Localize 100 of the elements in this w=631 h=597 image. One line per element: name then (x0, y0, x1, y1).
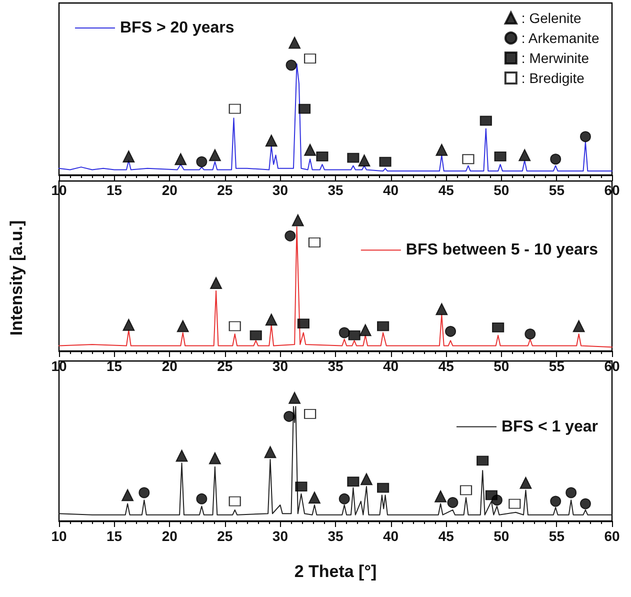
point (284, 410, 295, 422)
x-tick-label: 45 (438, 528, 454, 544)
point (360, 473, 372, 486)
point (288, 36, 301, 49)
x-tick-label: 25 (217, 358, 233, 374)
x-tick-label: 30 (272, 358, 288, 374)
point (476, 456, 489, 466)
point (316, 151, 328, 162)
point (292, 214, 304, 226)
x-tick-label: 25 (217, 182, 233, 198)
point (250, 330, 262, 340)
point (379, 156, 392, 167)
point (208, 149, 221, 162)
point (298, 104, 311, 114)
x-tick-label: 45 (438, 358, 454, 374)
point (572, 320, 585, 332)
x-tick-label: 15 (106, 358, 122, 374)
point (122, 489, 134, 502)
x-tick-label: 35 (328, 182, 344, 198)
x-tick-label: 50 (494, 182, 510, 198)
x-tick-label: 30 (272, 182, 288, 198)
point (445, 326, 456, 337)
point (304, 144, 316, 156)
point (288, 392, 301, 404)
legend-label: : Merwinite (521, 50, 590, 66)
point (122, 318, 135, 331)
point (304, 408, 316, 419)
point (524, 328, 536, 340)
point (550, 154, 562, 165)
point (580, 131, 591, 142)
point (228, 496, 241, 506)
x-tick-label: 35 (328, 358, 344, 374)
x-tick-label: 15 (106, 182, 122, 198)
point (434, 490, 447, 502)
point (359, 324, 372, 336)
point (286, 60, 297, 71)
y-axis-title: Intensity [a.u.] (7, 220, 26, 336)
point (304, 54, 316, 64)
x-tick-label: 20 (162, 182, 178, 198)
point (228, 321, 241, 332)
x-tick-label: 10 (51, 528, 67, 544)
point (210, 277, 222, 289)
point (436, 144, 448, 156)
point (196, 156, 208, 168)
point (492, 322, 504, 332)
x-tick-label: 55 (548, 182, 565, 198)
x-tick-label: 20 (162, 358, 178, 374)
point (358, 154, 370, 166)
point (228, 104, 241, 114)
point (377, 482, 390, 493)
point (297, 318, 310, 329)
point (460, 485, 472, 496)
x-tick-label: 15 (106, 528, 122, 544)
legend-label: BFS between 5 - 10 years (406, 242, 598, 259)
x-tick-label: 20 (162, 528, 178, 544)
x-tick-label: 55 (548, 358, 565, 374)
legend-label: BFS > 20 years (120, 20, 234, 36)
point (338, 327, 350, 338)
point (264, 446, 276, 458)
point (174, 153, 187, 166)
x-tick-label: 30 (272, 528, 288, 544)
point (462, 154, 474, 164)
point (566, 487, 577, 498)
legend-label: BFS < 1 year (502, 418, 598, 436)
point (308, 237, 320, 248)
point (447, 497, 458, 508)
point (196, 493, 208, 504)
point (377, 321, 390, 332)
point (265, 134, 278, 147)
x-tick-label: 40 (383, 528, 399, 544)
point (580, 498, 591, 510)
legend-label: : Bredigite (521, 70, 585, 86)
point (138, 487, 150, 498)
point (520, 476, 532, 489)
point (436, 303, 448, 316)
point (550, 496, 562, 507)
point (176, 320, 189, 332)
x-axis-title: 2 Theta [°] (294, 562, 377, 581)
x-tick-label: 60 (604, 528, 620, 544)
point (347, 152, 360, 163)
point (308, 492, 320, 504)
x-tick-label: 35 (328, 528, 344, 544)
point (295, 482, 308, 492)
point (508, 498, 521, 509)
point (485, 490, 498, 500)
point (347, 476, 360, 487)
point (348, 330, 360, 340)
x-tick-label: 55 (548, 528, 565, 544)
legend-label: : Gelenite (521, 10, 582, 26)
legend-label: : Arkemanite (521, 30, 600, 46)
x-tick-label: 40 (383, 182, 399, 198)
point (338, 493, 350, 504)
x-tick-label: 45 (438, 182, 454, 198)
point (494, 151, 506, 162)
x-tick-label: 50 (494, 358, 510, 374)
point (480, 116, 492, 126)
point (122, 150, 135, 162)
x-tick-label: 40 (383, 358, 399, 374)
point (265, 314, 278, 326)
x-tick-label: 25 (217, 528, 233, 544)
